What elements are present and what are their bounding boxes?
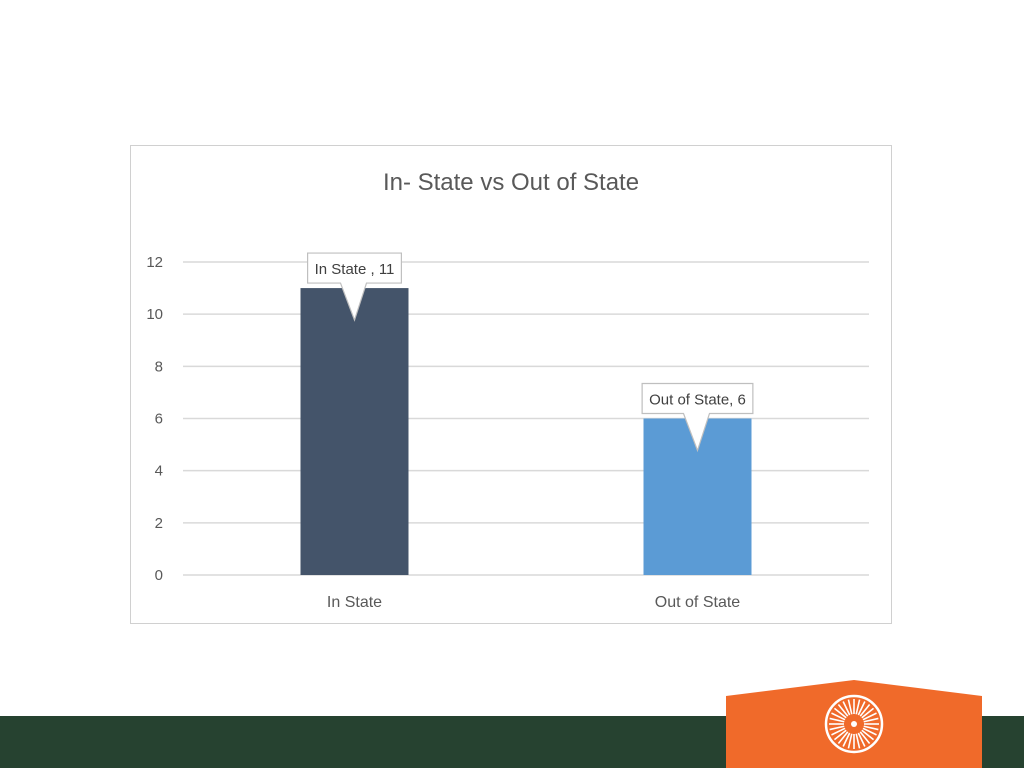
y-tick-label: 10 [146,306,163,323]
data-label-callout: In State , 11 [307,252,402,322]
y-tick-label: 4 [155,463,163,480]
data-label: Out of State, 6 [649,392,746,409]
x-tick-label: In State [327,594,382,611]
y-tick-label: 12 [146,254,163,271]
bars [300,288,752,575]
data-labels: In State , 11 Out of State, 6 [307,252,754,453]
axis-labels: 0 2 4 6 8 10 12 In State Out of State [146,254,740,611]
data-label: In State , 11 [315,261,395,278]
y-tick-label: 6 [155,411,163,428]
bar-in-state [300,288,409,575]
chart-area: In- State vs Out of State In State , 11 O… [130,145,892,624]
logo-tab [726,680,982,768]
bar-chart: In- State vs Out of State In State , 11 O… [146,169,869,611]
sunburst-icon [824,694,884,754]
callout-box [641,382,754,453]
y-tick-label: 8 [155,358,163,375]
chart-title: In- State vs Out of State [383,169,639,196]
y-tick-label: 2 [155,515,163,532]
y-tick-label: 0 [155,567,163,584]
x-tick-label: Out of State [655,594,740,611]
gridlines [183,261,869,576]
data-label-callout: Out of State, 6 [641,382,754,453]
callout-box [307,252,402,322]
